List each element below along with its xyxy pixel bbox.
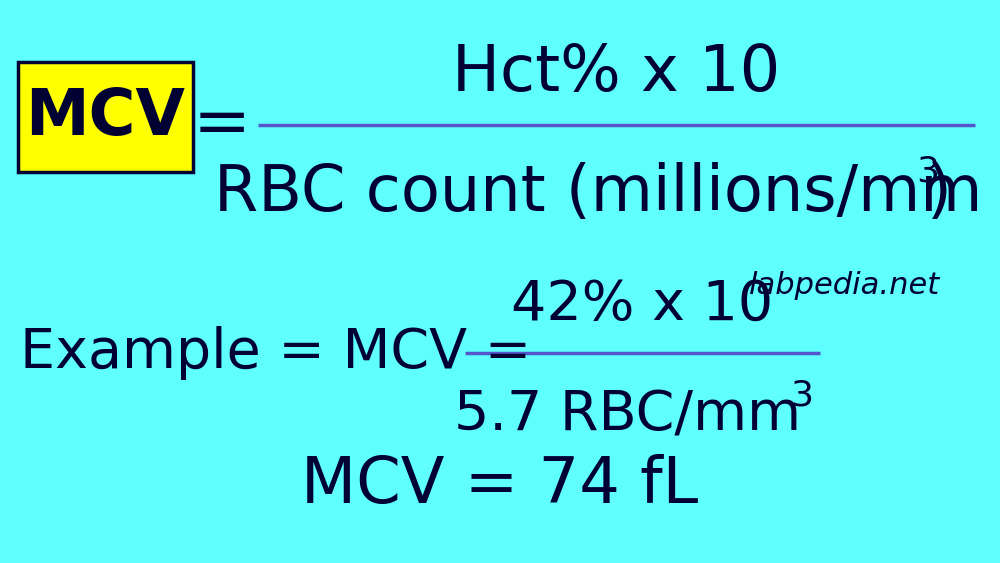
Text: ): ) xyxy=(926,162,951,224)
Text: 3: 3 xyxy=(790,378,814,412)
Text: labpedia.net: labpedia.net xyxy=(749,270,940,300)
Text: RBC count (millions/mm: RBC count (millions/mm xyxy=(214,162,983,224)
Bar xyxy=(18,62,193,172)
Text: Hct% x 10: Hct% x 10 xyxy=(452,42,781,104)
Text: 5.7 RBC/mm: 5.7 RBC/mm xyxy=(454,388,801,442)
Text: MCV = 74 fL: MCV = 74 fL xyxy=(301,454,699,516)
Text: 3: 3 xyxy=(916,154,940,188)
Text: Example = MCV =: Example = MCV = xyxy=(20,326,531,380)
Text: MCV: MCV xyxy=(26,86,185,148)
Text: 42% x 10: 42% x 10 xyxy=(511,278,774,332)
Text: =: = xyxy=(193,92,251,159)
